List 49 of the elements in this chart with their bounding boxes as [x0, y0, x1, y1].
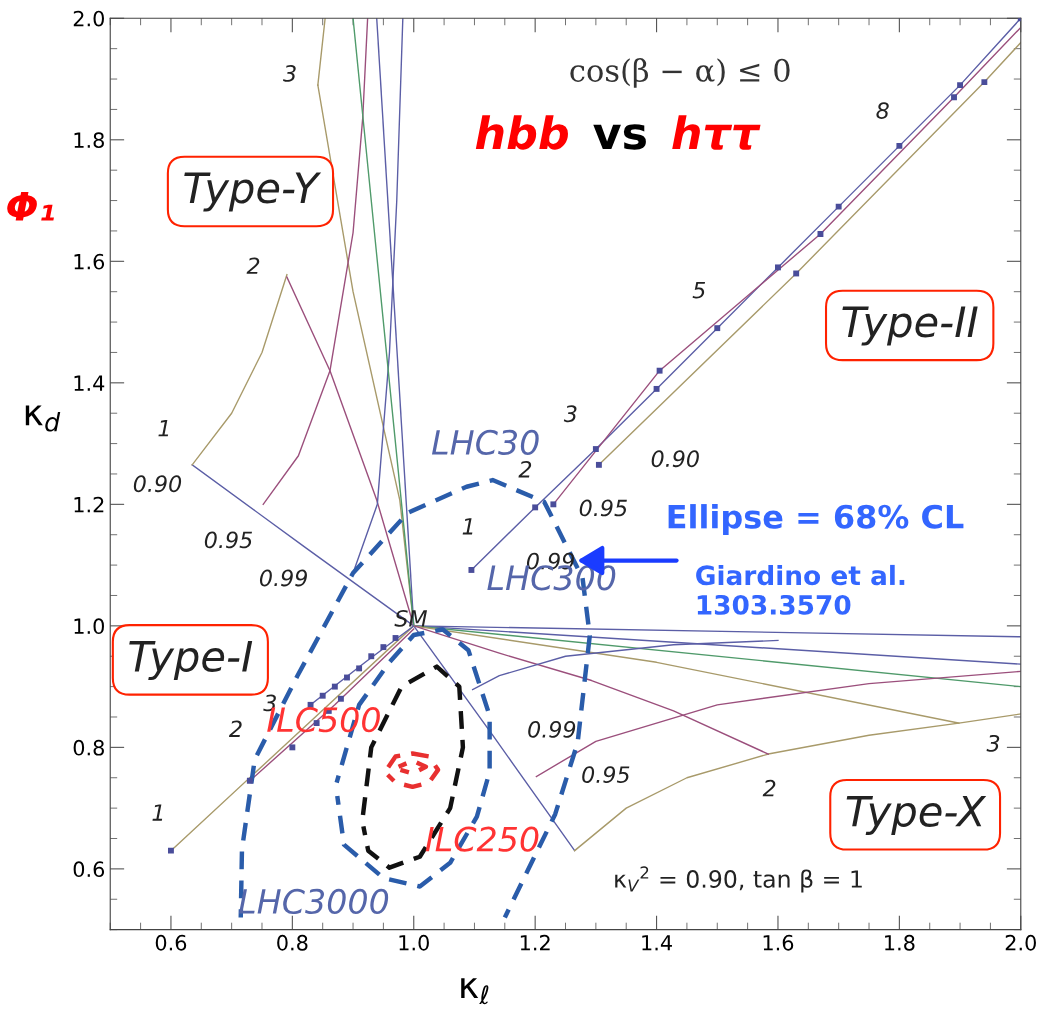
x-tick-label: 0.8: [277, 934, 308, 951]
annotation: 0.99: [259, 569, 307, 587]
annotation: 2: [518, 460, 532, 478]
y-axis-title: κ$_{d}$: [25, 405, 61, 432]
annotation: 0.90: [651, 450, 699, 468]
y-tick-label: 1.8: [74, 132, 104, 149]
x-tick-label: 1.8: [885, 934, 915, 951]
annotation: 1: [462, 518, 473, 535]
annotation: 0.95: [579, 499, 627, 517]
annotation: 1: [158, 420, 169, 437]
annotation: LHC3000: [238, 888, 389, 915]
y-tick-label: 0.8: [73, 739, 104, 756]
annotation: 0.90: [133, 475, 182, 493]
annotation: 0.95: [204, 531, 252, 549]
annotation: cos(β − α) ≤ 0: [570, 58, 790, 88]
annotation: 3: [283, 65, 296, 82]
x-tick-label: 2.0: [1005, 934, 1036, 951]
annotation: 2: [228, 720, 242, 737]
y-tick-label: 1.6: [74, 253, 105, 270]
annotation: 2: [762, 779, 776, 797]
x-tick-label: 1.4: [642, 935, 672, 951]
annotation: Type-II: [842, 306, 978, 346]
annotation: LHC30: [431, 429, 539, 455]
x-axis-title: κ$_{ℓ}$: [461, 978, 489, 1005]
y-tick-label: 1.4: [74, 375, 105, 391]
annotation: 8: [876, 102, 889, 119]
annotation: κ$_{V}$$^{2}$ = 0.90, tan β = 1: [615, 866, 862, 893]
x-tick-label: 1.6: [763, 934, 794, 951]
text: Φ₁: [7, 192, 54, 221]
annotation: 0.95: [582, 766, 630, 783]
y-tick-label: 1.0: [74, 618, 104, 635]
annotation: 5: [692, 281, 706, 299]
x-tick-label: 1.2: [520, 934, 550, 951]
y-tick-label: 0.6: [73, 861, 105, 878]
annotation: 1: [152, 804, 163, 821]
y-tick-label: 2.0: [73, 10, 104, 27]
annotation: 0.99: [528, 720, 576, 738]
annotation: 3: [986, 734, 1000, 752]
annotation: Type-X: [846, 795, 987, 835]
annotation: Giardino et al. 1303.3570: [696, 564, 905, 615]
x-tick-label: 1.0: [399, 934, 429, 951]
annotation: 2: [246, 257, 260, 274]
annotation: 3: [563, 405, 577, 423]
text: hbb vs hττ: [475, 115, 761, 150]
annotation: Type-Y: [184, 172, 322, 212]
y-tick-label: 1.2: [74, 496, 104, 513]
x-tick-label: 0.6: [155, 934, 187, 951]
annotation: Type-I: [129, 641, 253, 681]
annotation: Ellipse = 68% CL: [668, 504, 964, 535]
